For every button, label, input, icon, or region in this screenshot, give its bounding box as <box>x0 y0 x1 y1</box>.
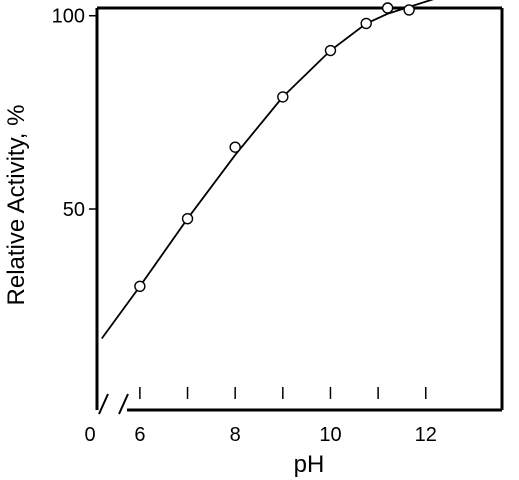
plot-frame <box>95 6 504 415</box>
x-tick-label-8: 8 <box>230 424 241 446</box>
data-point-7 <box>403 4 415 16</box>
data-point-6 <box>381 2 394 14</box>
x-axis-title: pH <box>294 451 325 478</box>
axis-break-mark-2 <box>118 393 129 415</box>
y-axis-title: Relative Activity, % <box>3 105 30 306</box>
x-origin-label: 0 <box>84 424 95 446</box>
series-line-0 <box>101 0 434 340</box>
data-point-0 <box>134 280 146 293</box>
x-tick-label-10: 10 <box>319 424 341 446</box>
data-point-2 <box>229 141 241 153</box>
y-axis-ticks: 50 100 <box>52 6 97 221</box>
data-point-3 <box>277 91 289 103</box>
y-tick-label-100: 100 <box>52 6 85 28</box>
y-tick-label-50: 50 <box>63 199 85 221</box>
data-point-1 <box>181 212 194 225</box>
data-point-4 <box>324 44 337 57</box>
x-tick-label-6: 6 <box>134 424 145 446</box>
x-tick-label-12: 12 <box>415 424 437 446</box>
data-point-5 <box>360 17 372 30</box>
axis-break-mark-1 <box>98 393 109 415</box>
x-axis-ticks: 6 8 10 12 <box>134 387 437 446</box>
series-layer <box>101 0 434 340</box>
